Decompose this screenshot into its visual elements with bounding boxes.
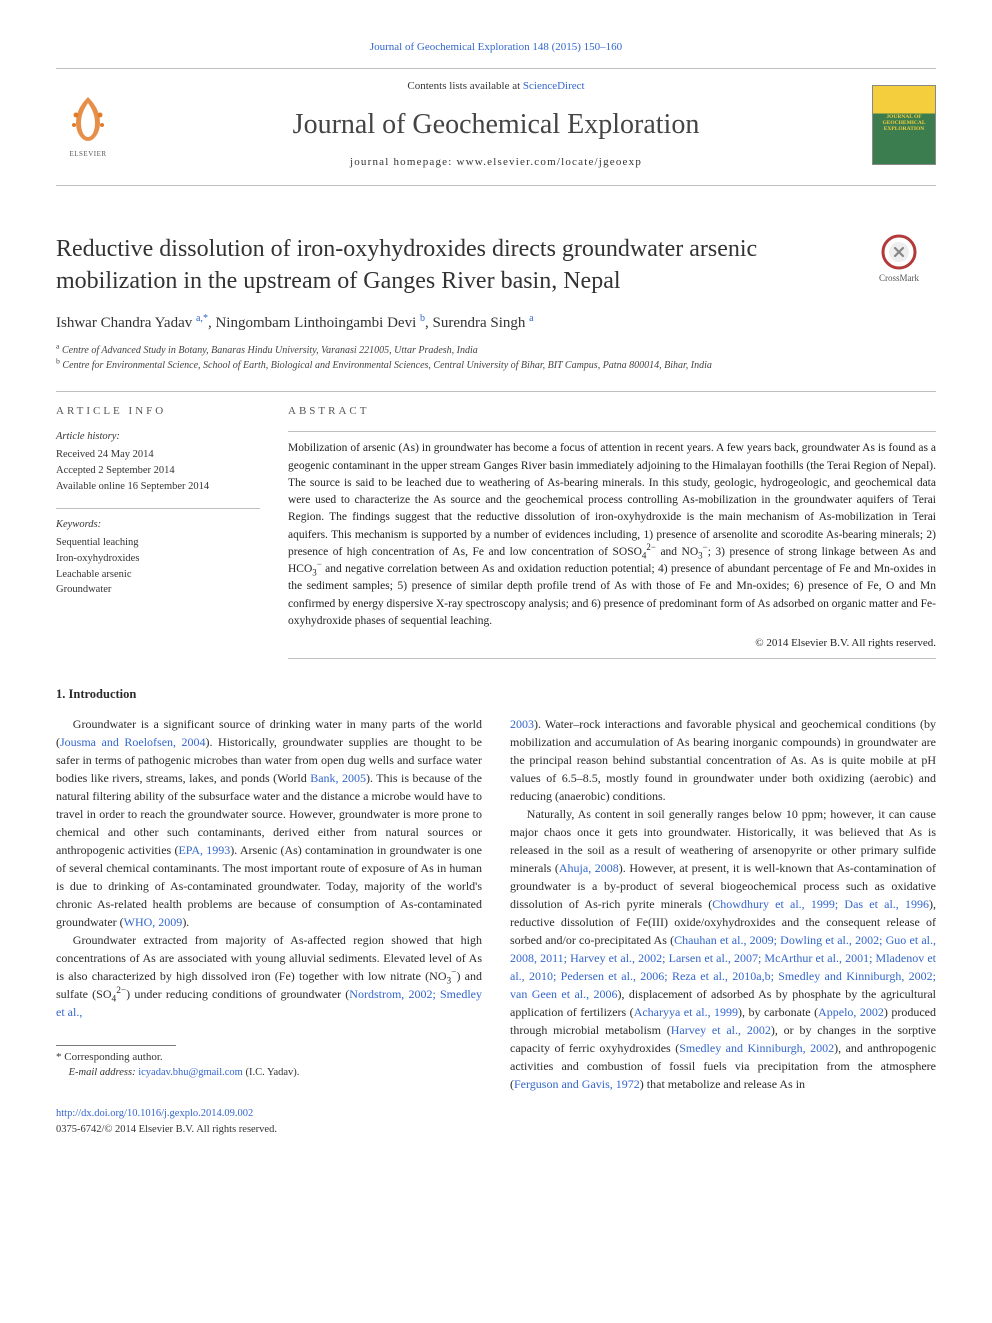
crossmark-badge[interactable]: CrossMark <box>862 234 936 285</box>
column-right: 2003). Water–rock interactions and favor… <box>510 715 936 1138</box>
cover-label-l3: EXPLORATION <box>873 126 935 132</box>
citation-link[interactable]: Ahuja, 2008 <box>559 861 619 875</box>
homepage-label: journal homepage: <box>350 156 457 168</box>
affiliations: a Centre of Advanced Study in Botany, Ba… <box>56 343 936 373</box>
keywords-heading: Keywords: <box>56 517 260 533</box>
abstract: ABSTRACT Mobilization of arsenic (As) in… <box>288 404 936 660</box>
sciencedirect-link[interactable]: ScienceDirect <box>523 80 585 92</box>
citation-link[interactable]: Appelo, 2002 <box>818 1005 884 1019</box>
journal-name: Journal of Geochemical Exploration <box>136 105 856 146</box>
citation-link[interactable]: Acharyya et al., 1999 <box>634 1005 738 1019</box>
author-3: , Surendra Singh <box>425 315 529 331</box>
corresponding-author: * Corresponding author. <box>56 1050 482 1065</box>
elsevier-text: ELSEVIER <box>69 149 106 159</box>
journal-homepage: journal homepage: www.elsevier.com/locat… <box>136 155 856 171</box>
keyword: Leachable arsenic <box>56 567 260 583</box>
abstract-heading: ABSTRACT <box>288 404 936 420</box>
accepted-date: Accepted 2 September 2014 <box>56 463 260 479</box>
header-center: Contents lists available at ScienceDirec… <box>136 79 856 171</box>
doi-link[interactable]: http://dx.doi.org/10.1016/j.gexplo.2014.… <box>56 1108 253 1119</box>
keyword: Sequential leaching <box>56 535 260 551</box>
crossmark-label: CrossMark <box>862 272 936 285</box>
body-columns: Groundwater is a significant source of d… <box>56 715 936 1138</box>
contents-line: Contents lists available at ScienceDirec… <box>136 79 856 95</box>
citation-link[interactable]: 2003 <box>510 717 534 731</box>
contents-prefix: Contents lists available at <box>407 80 522 92</box>
footer: http://dx.doi.org/10.1016/j.gexplo.2014.… <box>56 1106 482 1138</box>
citation-link[interactable]: Bank, 2005 <box>310 771 366 785</box>
citation-link[interactable]: Ferguson and Gavis, 1972 <box>514 1077 640 1091</box>
journal-header: ELSEVIER Contents lists available at Sci… <box>56 68 936 186</box>
citation-link[interactable]: Smedley and Kinniburgh, 2002 <box>679 1041 834 1055</box>
online-date: Available online 16 September 2014 <box>56 479 260 495</box>
footnotes: * Corresponding author. E-mail address: … <box>56 1050 482 1080</box>
citation-link[interactable]: WHO, 2009 <box>124 915 183 929</box>
article-title: Reductive dissolution of iron-oxyhydroxi… <box>56 234 816 296</box>
article-info-heading: ARTICLE INFO <box>56 404 260 420</box>
issue-link[interactable]: Journal of Geochemical Exploration 148 (… <box>370 41 622 53</box>
authors: Ishwar Chandra Yadav a,*, Ningombam Lint… <box>56 313 936 335</box>
email-label: E-mail address: <box>69 1067 139 1078</box>
affiliation-b: Centre for Environmental Science, School… <box>60 360 712 371</box>
email-link[interactable]: icyadav.bhu@gmail.com <box>138 1067 243 1078</box>
elsevier-logo-icon: ELSEVIER <box>56 89 120 161</box>
affiliation-a: Centre of Advanced Study in Botany, Bana… <box>59 345 477 356</box>
intro-heading: 1. Introduction <box>56 685 936 703</box>
author-2: , Ningombam Linthoingambi Devi <box>208 315 420 331</box>
article-info: ARTICLE INFO Article history: Received 2… <box>56 404 260 660</box>
citation-link[interactable]: Jousma and Roelofsen, 2004 <box>60 735 206 749</box>
abstract-body: Mobilization of arsenic (As) in groundwa… <box>288 431 936 630</box>
author-1: Ishwar Chandra Yadav <box>56 315 196 331</box>
issn-line: 0375-6742/© 2014 Elsevier B.V. All right… <box>56 1122 482 1138</box>
footnote-rule <box>56 1045 176 1046</box>
received-date: Received 24 May 2014 <box>56 447 260 463</box>
issue-header: Journal of Geochemical Exploration 148 (… <box>56 40 936 56</box>
copyright: © 2014 Elsevier B.V. All rights reserved… <box>288 636 936 659</box>
journal-cover-icon: JOURNAL OF GEOCHEMICAL EXPLORATION <box>872 85 936 165</box>
keyword: Iron-oxyhydroxides <box>56 551 260 567</box>
citation-link[interactable]: Harvey et al., 2002 <box>671 1023 771 1037</box>
column-left: Groundwater is a significant source of d… <box>56 715 482 1138</box>
citation-link[interactable]: Chowdhury et al., 1999; Das et al., 1996 <box>712 897 929 911</box>
keyword: Groundwater <box>56 582 260 598</box>
homepage-url: www.elsevier.com/locate/jgeoexp <box>456 156 642 168</box>
divider <box>56 391 936 392</box>
history-heading: Article history: <box>56 429 260 445</box>
citation-link[interactable]: EPA, 1993 <box>178 843 230 857</box>
